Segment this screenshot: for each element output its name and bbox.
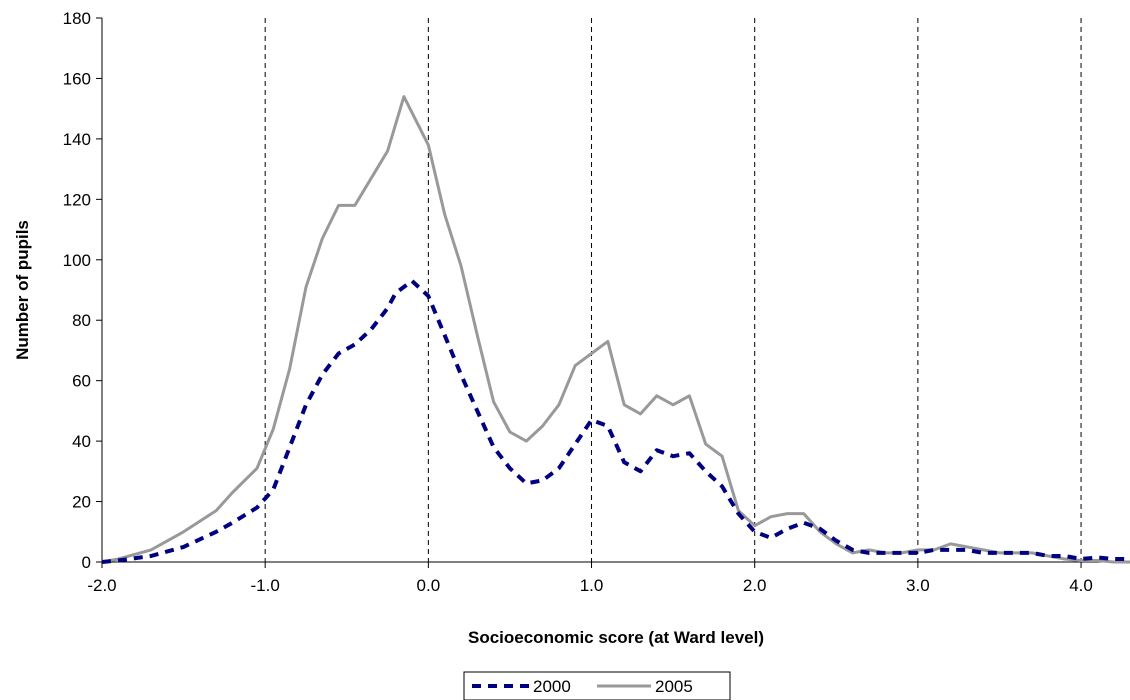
y-tick-label: 20: [72, 493, 91, 512]
series-layer: [101, 95, 1130, 564]
x-tick-label: 4.0: [1069, 576, 1093, 595]
series-line-2005: [101, 95, 1130, 564]
legend-label-2005: 2005: [655, 677, 693, 696]
y-axis-ticks: 0 20 40 60 80 100 120 140 160 180: [63, 9, 102, 572]
y-axis-title: Number of pupils: [13, 220, 32, 360]
y-tick-label: 140: [63, 130, 91, 149]
y-tick-label: 100: [63, 251, 91, 270]
y-tick-label: 120: [63, 190, 91, 209]
x-tick-label: 2.0: [743, 576, 767, 595]
x-tick-label: 3.0: [906, 576, 930, 595]
y-tick-label: 80: [72, 311, 91, 330]
y-tick-label: 0: [82, 553, 91, 572]
x-tick-label: -1.0: [251, 576, 280, 595]
y-tick-label: 60: [72, 372, 91, 391]
x-axis-title: Socioeconomic score (at Ward level): [468, 628, 764, 647]
x-tick-label: 1.0: [580, 576, 604, 595]
legend-label-2000: 2000: [533, 677, 571, 696]
x-tick-label: 0.0: [417, 576, 441, 595]
y-tick-label: 40: [72, 432, 91, 451]
axes: [101, 18, 1130, 563]
y-tick-label: 160: [63, 69, 91, 88]
x-tick-label: -2.0: [87, 576, 116, 595]
y-tick-label: 180: [63, 9, 91, 28]
series-line-2000: [101, 278, 1130, 564]
x-axis-ticks: -2.0 -1.0 0.0 1.0 2.0 3.0 4.0: [87, 562, 1093, 595]
legend: 2000 2005: [463, 671, 731, 700]
vertical-gridlines: [264, 18, 1082, 562]
